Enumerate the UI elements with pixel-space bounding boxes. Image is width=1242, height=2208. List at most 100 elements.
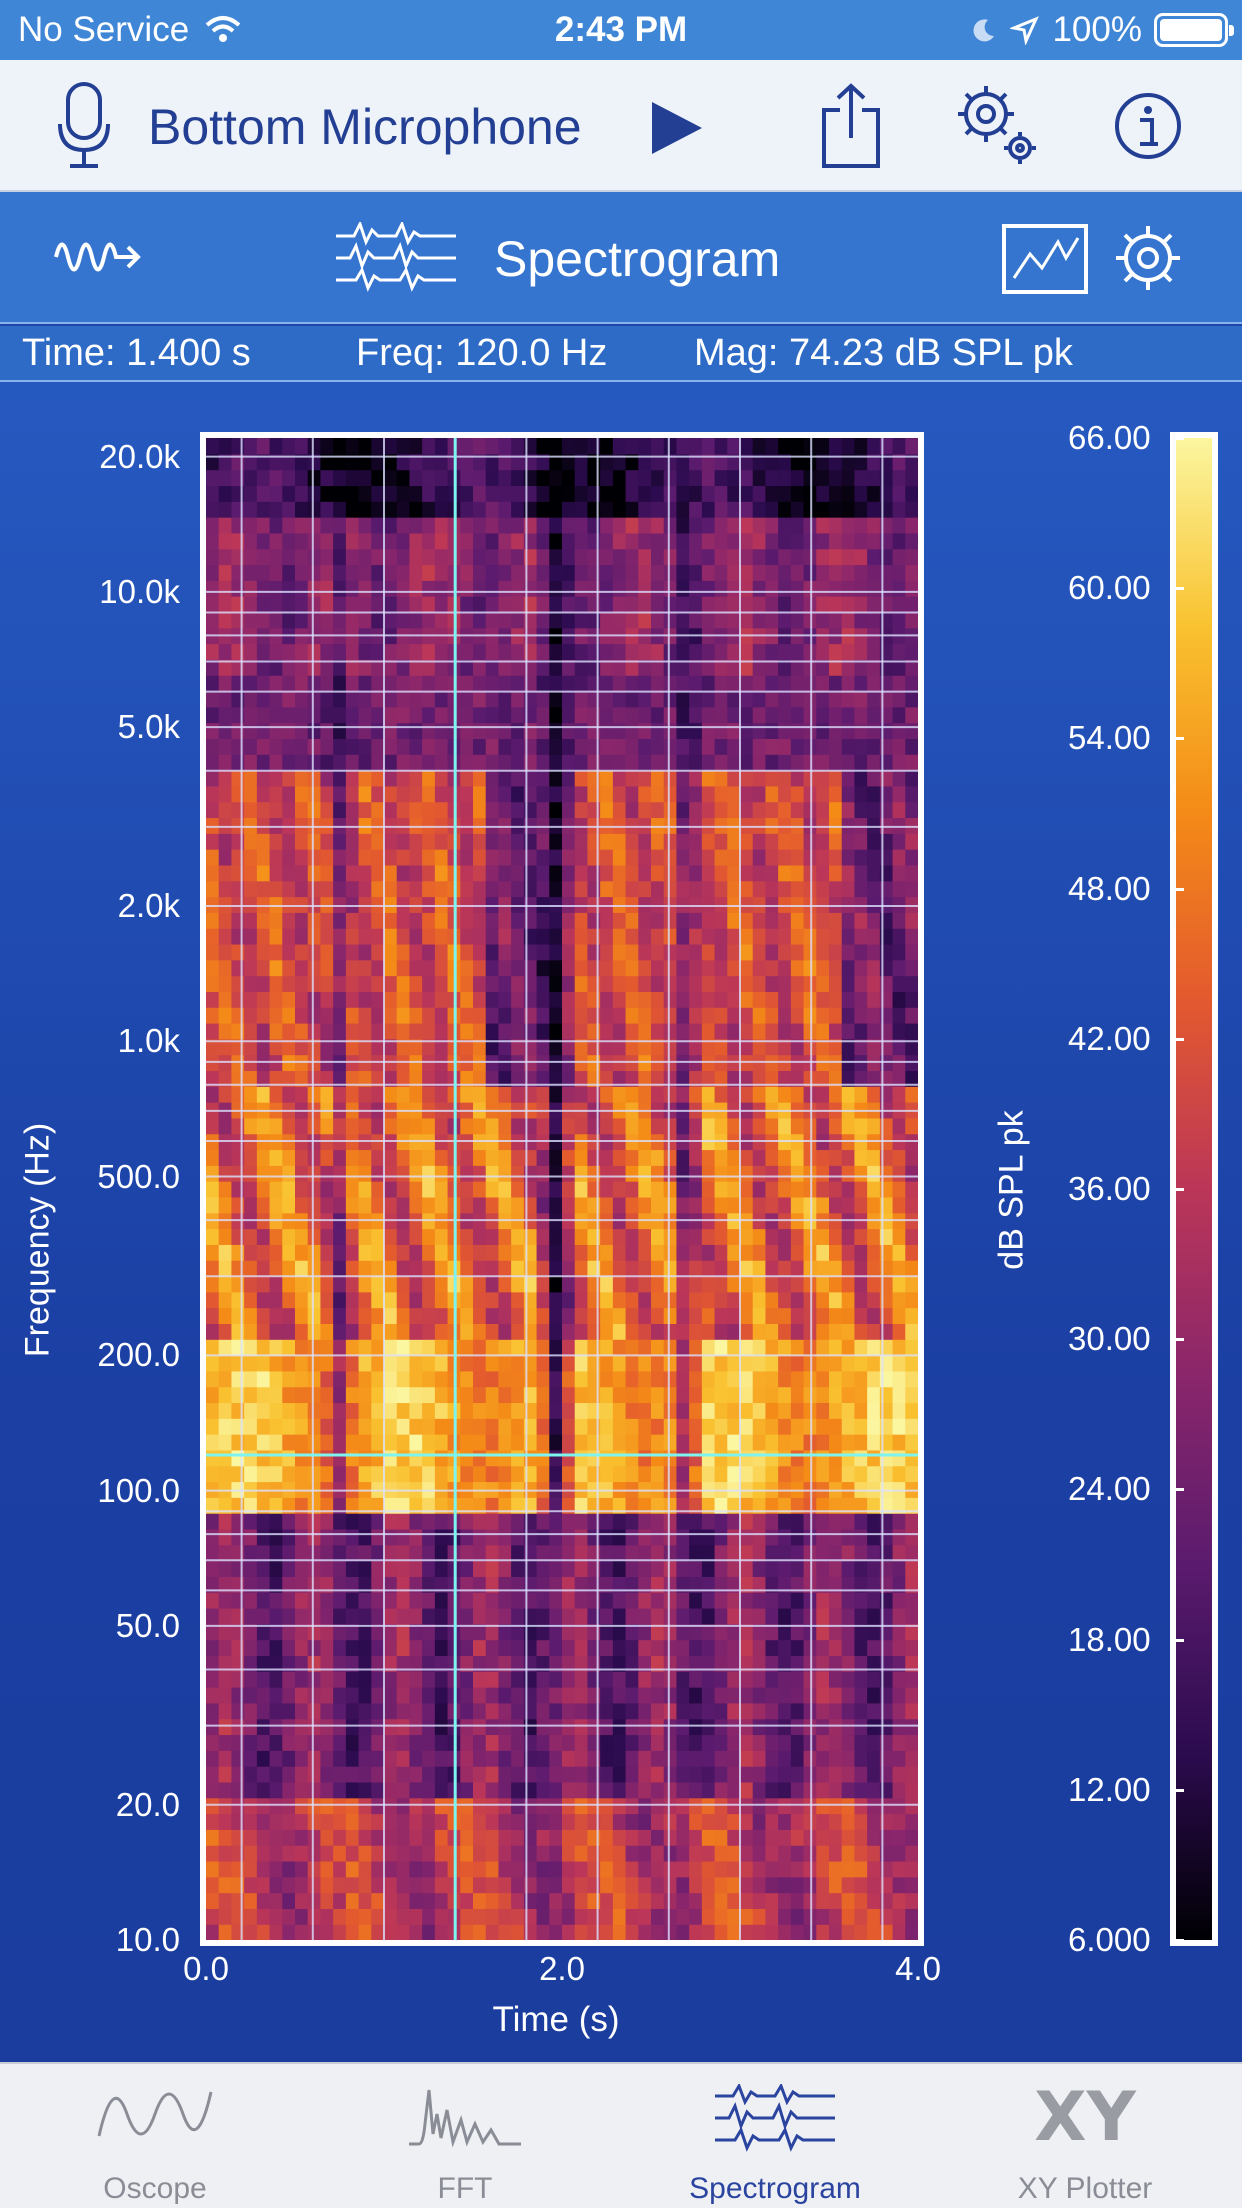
heatmap-cell — [727, 770, 741, 787]
heatmap-cell — [574, 1418, 589, 1435]
heatmap-cell — [282, 1560, 296, 1577]
heatmap-cell — [574, 1370, 589, 1388]
heatmap-cell — [371, 975, 385, 992]
heatmap-cell — [549, 912, 563, 929]
heatmap-cell — [498, 1449, 512, 1467]
heatmap-cell — [663, 1513, 678, 1530]
heatmap-cell — [892, 1196, 906, 1214]
heatmap-cell — [816, 1513, 830, 1530]
heatmap-cell — [307, 1623, 322, 1641]
heatmap-cell — [485, 1544, 500, 1562]
spectrogram-plot[interactable] — [200, 432, 924, 1946]
heatmap-cell — [498, 1022, 512, 1040]
heatmap-cell — [778, 1244, 792, 1261]
heatmap-cell — [701, 912, 716, 929]
heatmap-cell — [231, 722, 245, 739]
heatmap-cell — [434, 1402, 449, 1419]
heatmap-cell — [333, 1592, 347, 1609]
info-icon[interactable] — [1114, 92, 1182, 160]
heatmap-cell — [307, 1655, 322, 1672]
heatmap-cell — [282, 1244, 296, 1261]
heatmap-cell — [358, 896, 372, 913]
heatmap-cell — [206, 1734, 220, 1751]
heatmap-cell — [295, 532, 309, 550]
heatmap-cell — [295, 1576, 309, 1593]
heatmap-cell — [269, 959, 283, 977]
input-source-title[interactable]: Bottom Microphone — [148, 99, 582, 155]
heatmap-cell — [625, 706, 639, 724]
heatmap-cell — [689, 1244, 703, 1261]
heatmap-cell — [689, 1528, 703, 1546]
heatmap-cell — [218, 706, 233, 724]
heatmap-cell — [790, 1750, 805, 1767]
heatmap-cell — [295, 1370, 309, 1388]
heatmap-cell — [714, 1244, 728, 1261]
play-icon[interactable] — [648, 100, 704, 156]
heatmap-cell — [574, 1513, 589, 1530]
heatmap-cell — [409, 532, 423, 550]
share-icon[interactable] — [818, 82, 884, 170]
heatmap-cell — [320, 1402, 334, 1419]
heatmap-cell — [295, 675, 309, 692]
heatmap-cell — [371, 1007, 385, 1024]
waveform-arrow-icon[interactable] — [54, 232, 144, 282]
heatmap-cell — [231, 896, 245, 913]
heatmap-cell — [892, 1418, 906, 1435]
heatmap-cell — [358, 1671, 372, 1688]
heatmap-cell — [256, 1007, 271, 1024]
heatmap-cell — [307, 849, 322, 866]
heatmap-cell — [689, 1797, 703, 1815]
heatmap-cell — [498, 1086, 512, 1103]
trace-icon[interactable] — [1002, 224, 1088, 294]
heatmap-cell — [612, 1513, 627, 1530]
heatmap-cell — [396, 1228, 411, 1245]
heatmap-cell — [740, 1876, 754, 1894]
heatmap-cell — [612, 943, 627, 961]
heatmap-cell — [549, 1291, 563, 1309]
heatmap-cell — [371, 991, 385, 1008]
heatmap-cell — [244, 1829, 258, 1846]
heatmap-cell — [790, 1702, 805, 1720]
heatmap-cell — [460, 959, 474, 977]
heatmap-cell — [816, 849, 830, 866]
heatmap-cell — [714, 1418, 728, 1435]
heatmap-cell — [485, 801, 500, 819]
heatmap-cell — [511, 1734, 525, 1751]
heatmap-cell — [485, 959, 500, 977]
heatmap-cell — [574, 801, 589, 819]
settings-icon[interactable] — [952, 80, 1042, 170]
heatmap-cell — [320, 1544, 334, 1562]
heatmap-cell — [320, 1908, 334, 1925]
heatmap-cell — [345, 849, 360, 866]
heatmap-cell — [295, 770, 309, 787]
heatmap-cell — [790, 785, 805, 803]
heatmap-cell — [587, 1260, 601, 1277]
heatmap-cell — [498, 1560, 512, 1577]
heatmap-cell — [587, 880, 601, 898]
heatmap-cell — [651, 1386, 665, 1404]
heatmap-cell — [307, 817, 322, 834]
heatmap-cell — [244, 1117, 258, 1135]
heatmap-cell — [498, 864, 512, 882]
heatmap-cell — [714, 738, 728, 755]
heatmap-cell — [905, 1528, 918, 1546]
heatmap-cell — [231, 643, 245, 660]
heatmap-cell — [829, 1544, 843, 1562]
heatmap-cell — [422, 659, 436, 676]
heatmap-cell — [638, 1797, 652, 1815]
heatmap-cell — [816, 548, 830, 566]
heatmap-cell — [460, 738, 474, 755]
heatmap-cell — [269, 1497, 283, 1514]
heatmap-cell — [307, 754, 322, 771]
heatmap-cell — [841, 1544, 856, 1562]
microphone-icon[interactable] — [52, 80, 116, 172]
heatmap-cell — [765, 1813, 779, 1830]
y-tick-label: 100.0 — [97, 1471, 180, 1509]
heatmap-cell — [587, 738, 601, 755]
heatmap-cell — [676, 1528, 690, 1546]
gear-icon[interactable] — [1112, 222, 1184, 294]
heatmap-cell — [740, 991, 754, 1008]
heatmap-cell — [676, 1370, 690, 1388]
heatmap-cell — [485, 1339, 500, 1356]
heatmap-cell — [892, 1038, 906, 1056]
